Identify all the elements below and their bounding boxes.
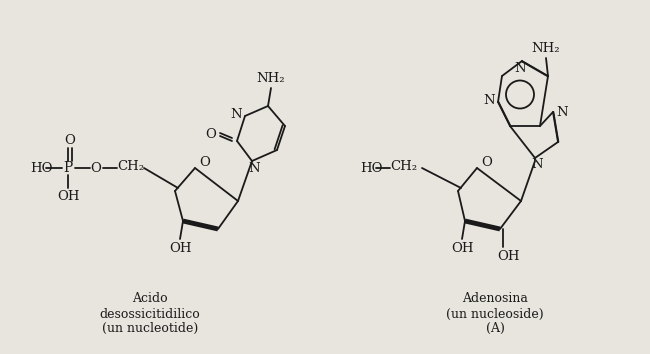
Text: NH₂: NH₂ bbox=[532, 42, 560, 56]
Text: HO: HO bbox=[360, 161, 382, 175]
Text: O: O bbox=[64, 135, 75, 148]
Text: (un nucleoside): (un nucleoside) bbox=[446, 308, 544, 320]
Text: Adenosina: Adenosina bbox=[462, 292, 528, 306]
Text: N: N bbox=[531, 159, 543, 171]
Text: (A): (A) bbox=[486, 321, 504, 335]
Text: desossicitidilico: desossicitidilico bbox=[99, 308, 200, 320]
Text: O: O bbox=[482, 156, 493, 170]
Text: N: N bbox=[248, 162, 260, 176]
Text: HO: HO bbox=[30, 161, 53, 175]
Text: CH₂: CH₂ bbox=[118, 160, 144, 173]
Text: N: N bbox=[514, 63, 526, 75]
Text: OH: OH bbox=[57, 189, 79, 202]
Text: OH: OH bbox=[450, 241, 473, 255]
Text: CH₂: CH₂ bbox=[391, 160, 417, 173]
Text: O: O bbox=[205, 127, 216, 141]
Text: NH₂: NH₂ bbox=[257, 73, 285, 86]
Text: O: O bbox=[90, 161, 101, 175]
Text: Acido: Acido bbox=[132, 292, 168, 306]
Text: N: N bbox=[483, 93, 495, 107]
Text: OH: OH bbox=[497, 250, 519, 263]
Text: N: N bbox=[230, 108, 242, 120]
Text: O: O bbox=[200, 156, 211, 170]
Text: OH: OH bbox=[169, 241, 191, 255]
Text: P: P bbox=[64, 161, 73, 175]
Text: (un nucleotide): (un nucleotide) bbox=[102, 321, 198, 335]
Text: N: N bbox=[556, 105, 568, 119]
